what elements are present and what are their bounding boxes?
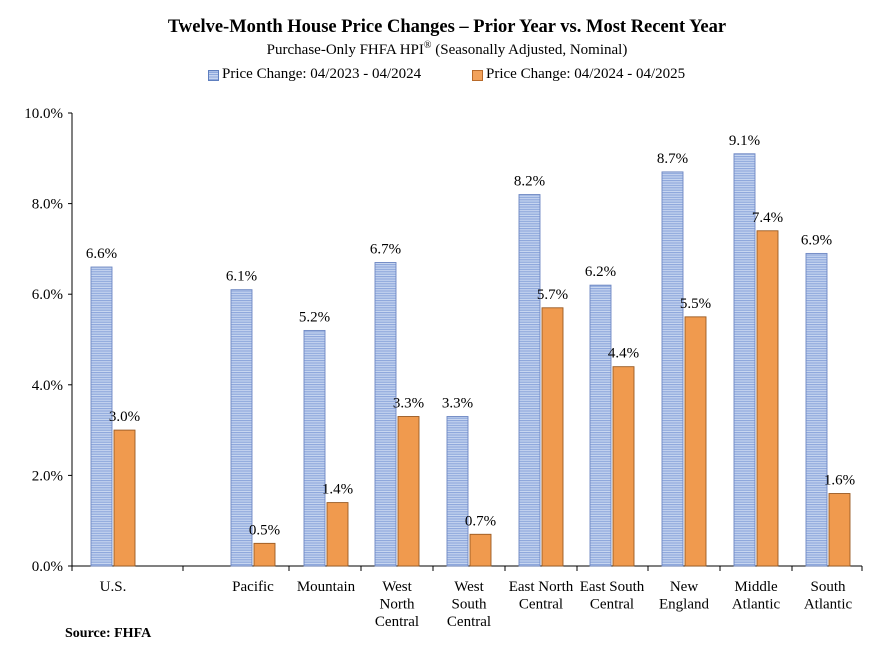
bar-prior-year	[374, 262, 397, 567]
category-label: West	[454, 579, 484, 595]
bar-prior-year	[518, 194, 541, 567]
data-label: 0.7%	[465, 513, 496, 529]
y-tick-label: 6.0%	[32, 287, 63, 303]
category-label: Mountain	[297, 579, 356, 595]
category-label: Central	[447, 614, 491, 630]
category-label: South	[810, 579, 846, 595]
category-label: East South	[580, 579, 645, 595]
bar-prior-year	[90, 266, 113, 567]
legend-label-prior-year: Price Change: 04/2023 - 04/2024	[222, 66, 422, 82]
legend-swatch-prior-year	[208, 70, 219, 81]
data-label: 3.0%	[109, 409, 140, 425]
data-label: 8.7%	[657, 151, 688, 167]
data-label: 0.5%	[249, 522, 280, 538]
data-label: 6.9%	[801, 232, 832, 248]
bar-recent-year	[469, 533, 492, 567]
data-label: 6.7%	[370, 241, 401, 257]
bar-recent-year	[326, 502, 349, 567]
source-note: Source: FHFA	[65, 626, 152, 641]
category-label: Central	[590, 597, 634, 613]
category-label: Central	[519, 597, 563, 613]
category-label: West	[382, 579, 412, 595]
data-label: 5.5%	[680, 296, 711, 312]
category-label: East North	[509, 579, 574, 595]
subtitle-tail: (Seasonally Adjusted, Nominal)	[431, 42, 628, 58]
category-label: Atlantic	[732, 597, 781, 613]
category-label: North	[380, 597, 415, 613]
bar-prior-year	[589, 284, 612, 567]
y-tick-label: 2.0%	[32, 468, 63, 484]
chart-title: Twelve-Month House Price Changes – Prior…	[167, 17, 727, 37]
data-label: 7.4%	[752, 210, 783, 226]
category-label: Pacific	[232, 579, 274, 595]
y-tick-label: 0.0%	[32, 559, 63, 575]
bar-prior-year	[733, 153, 756, 567]
data-label: 1.4%	[322, 482, 353, 498]
registered-mark: ®	[423, 40, 432, 51]
bar-recent-year	[253, 542, 276, 567]
category-label: Central	[375, 614, 419, 630]
data-label: 5.7%	[537, 287, 568, 303]
category-label: U.S.	[100, 579, 127, 595]
bar-recent-year	[756, 230, 779, 567]
chart-subtitle: Purchase-Only FHFA HPI® (Seasonally Adju…	[0, 40, 894, 59]
category-label: England	[659, 597, 709, 613]
data-label: 3.3%	[442, 396, 473, 412]
data-label: 3.3%	[393, 396, 424, 412]
category-label: New	[670, 579, 698, 595]
bar-recent-year	[113, 429, 136, 567]
bar-recent-year	[541, 307, 564, 567]
category-label: South	[451, 597, 487, 613]
category-label: Middle	[734, 579, 778, 595]
data-label: 6.1%	[226, 269, 257, 285]
bar-prior-year	[230, 289, 253, 567]
y-tick-label: 4.0%	[32, 378, 63, 394]
bar-prior-year	[805, 252, 828, 567]
bar-recent-year	[684, 316, 707, 567]
bar-prior-year	[446, 416, 469, 567]
legend-label-recent-year: Price Change: 04/2024 - 04/2025	[486, 66, 686, 82]
subtitle-text: Purchase-Only FHFA HPI	[266, 42, 424, 58]
bar-recent-year	[828, 493, 851, 567]
y-tick-label: 8.0%	[32, 197, 63, 213]
data-label: 1.6%	[824, 473, 855, 489]
y-tick-label: 10.0%	[24, 106, 63, 122]
bar-recent-year	[612, 366, 635, 567]
data-label: 6.2%	[585, 264, 616, 280]
category-label: Atlantic	[804, 597, 853, 613]
data-label: 6.6%	[86, 246, 117, 262]
data-label: 8.2%	[514, 174, 545, 190]
bar-prior-year	[303, 329, 326, 567]
bar-recent-year	[397, 416, 420, 567]
data-label: 9.1%	[729, 133, 760, 149]
data-label: 5.2%	[299, 309, 330, 325]
data-label: 4.4%	[608, 346, 639, 362]
bar-prior-year	[661, 171, 684, 567]
legend-swatch-recent-year	[472, 70, 483, 81]
